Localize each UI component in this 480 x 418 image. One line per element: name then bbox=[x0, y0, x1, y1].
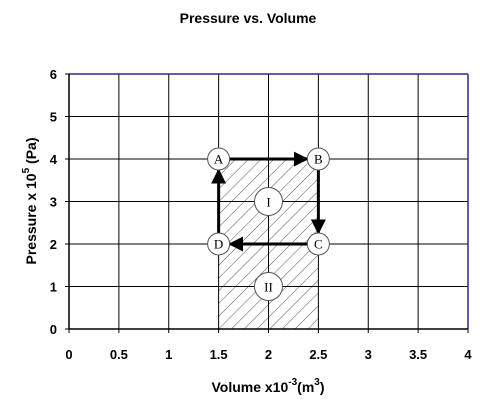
x-axis-label-text: Volume x10 bbox=[211, 379, 288, 395]
y-tick-label: 2 bbox=[50, 237, 57, 252]
point-a-marker bbox=[207, 147, 231, 171]
region-1-label: I bbox=[266, 195, 270, 210]
point-c-label: C bbox=[314, 237, 323, 252]
y-tick-label: 1 bbox=[50, 280, 57, 295]
y-tick-labels: 0 1 2 3 4 5 6 bbox=[50, 67, 58, 337]
x-tick-label: 2 bbox=[265, 347, 272, 362]
point-c-marker bbox=[306, 232, 330, 256]
y-axis-label-exp: 5 bbox=[21, 167, 32, 173]
x-axis-label-unit-close: ) bbox=[320, 379, 325, 395]
cycle-points: A B C D bbox=[207, 147, 330, 256]
region-1-marker bbox=[254, 187, 283, 216]
chart-title: Pressure vs. Volume bbox=[180, 10, 317, 26]
point-b-label: B bbox=[314, 152, 323, 167]
y-axis-label: Pressure x 105 (Pa) bbox=[21, 138, 39, 265]
plot-frame bbox=[65, 73, 469, 333]
y-axis-label-unit: (Pa) bbox=[23, 138, 39, 168]
x-axis-label-unit-exp: 3 bbox=[314, 377, 320, 388]
region-2-marker bbox=[254, 272, 283, 301]
x-tick-label: 1 bbox=[165, 347, 172, 362]
x-tick-label: 0 bbox=[65, 347, 72, 362]
x-tick-label: 4 bbox=[464, 347, 472, 362]
x-tick-label: 2.5 bbox=[309, 347, 327, 362]
x-tick-label: 3 bbox=[365, 347, 372, 362]
region-labels: III bbox=[254, 187, 283, 301]
y-tick-label: 3 bbox=[50, 195, 57, 210]
cycle-arrows bbox=[211, 151, 326, 252]
y-axis-label-text: Pressure x 10 bbox=[23, 173, 39, 264]
x-axis-label-exp: -3 bbox=[288, 377, 297, 388]
y-tick-label: 5 bbox=[50, 110, 57, 125]
x-axis-label-unit-open: (m bbox=[297, 379, 314, 395]
x-tick-label: 3.5 bbox=[409, 347, 427, 362]
x-tick-labels: 0 0.5 1 1.5 2 2.5 3 3.5 4 bbox=[65, 347, 472, 362]
point-d-marker bbox=[207, 232, 231, 256]
x-axis-label: Volume x10-3(m3) bbox=[211, 377, 324, 395]
x-tick-label: 1.5 bbox=[210, 347, 228, 362]
x-tick-label: 0.5 bbox=[110, 347, 128, 362]
point-d-label: D bbox=[214, 237, 223, 252]
y-tick-label: 0 bbox=[50, 322, 57, 337]
region-2-label: II bbox=[264, 280, 273, 295]
y-tick-label: 6 bbox=[50, 67, 57, 82]
point-a-label: A bbox=[214, 152, 224, 167]
y-tick-label: 4 bbox=[50, 152, 58, 167]
point-b-marker bbox=[306, 147, 330, 171]
